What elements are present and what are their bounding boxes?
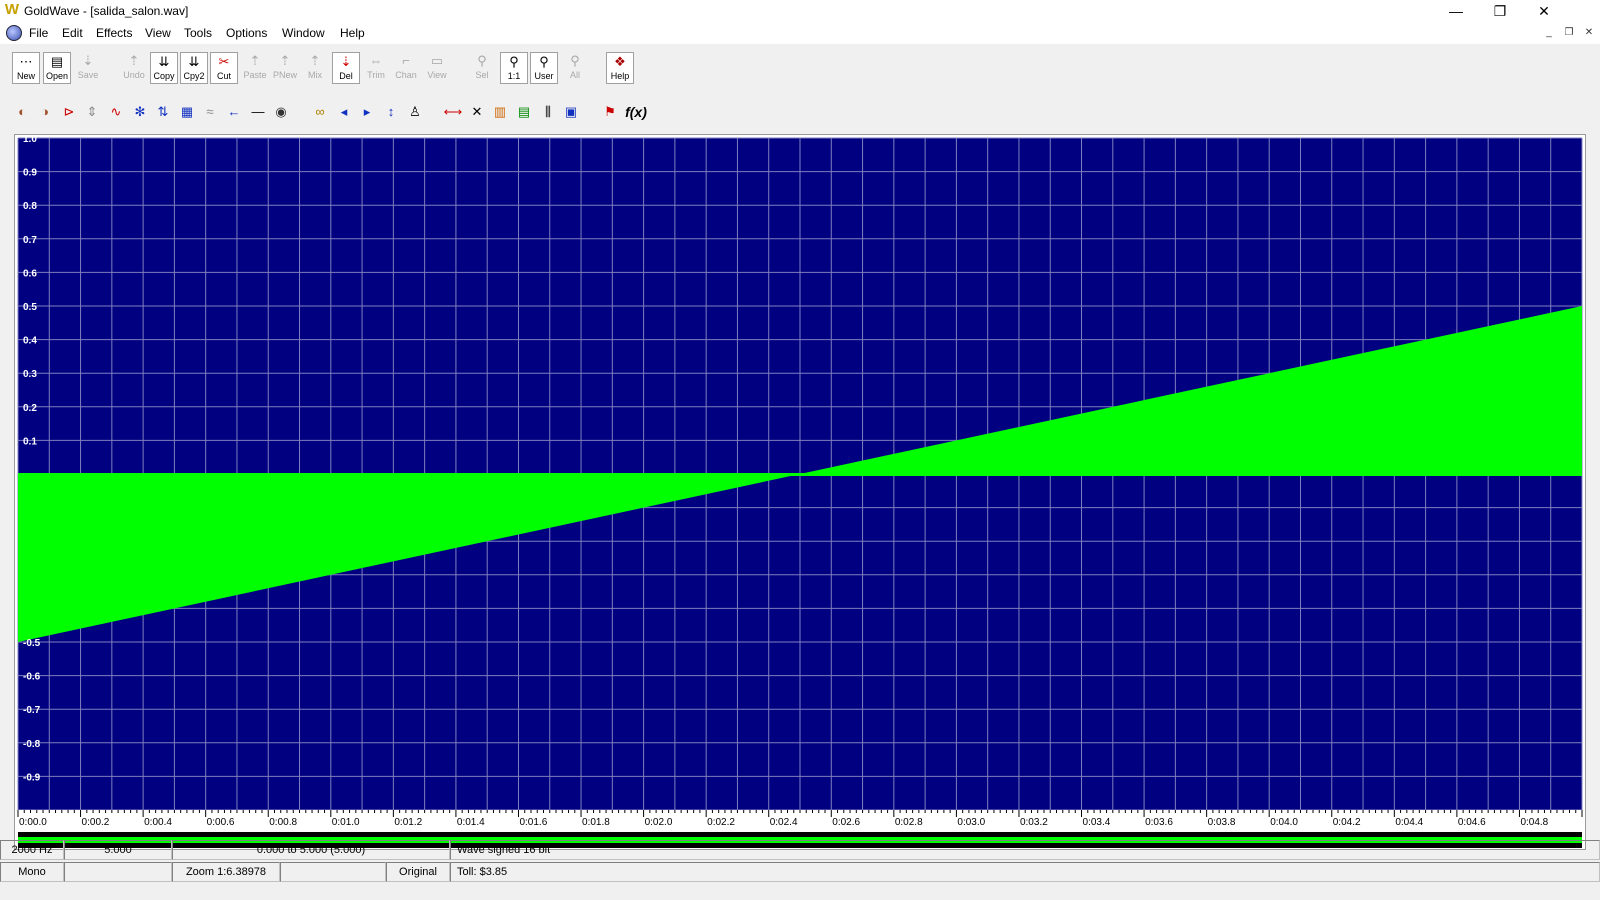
sample-rate: 2000 Hz	[0, 840, 64, 860]
filter-icon[interactable]: ⫼	[545, 104, 551, 119]
zoom-1-1-icon: ⚲	[509, 54, 519, 69]
flanger-icon[interactable]: ✕	[471, 104, 483, 119]
goldwave-logo-icon: W	[4, 1, 20, 18]
offset-icon[interactable]: ⊳	[63, 104, 75, 119]
channel-mode: Mono	[0, 862, 64, 882]
volume-icon[interactable]: ◉	[275, 104, 287, 119]
cut-button[interactable]: ✂ Cut	[210, 52, 238, 84]
zoom-user-button[interactable]: ⚲ User	[530, 52, 558, 84]
mechanize-icon[interactable]: ▦	[180, 104, 194, 119]
menu-tools[interactable]: Tools	[184, 26, 213, 40]
fade-out-icon[interactable]: ◑	[41, 104, 49, 119]
view-button[interactable]: ▭ View	[423, 52, 451, 84]
pan-right-icon[interactable]: ▸	[363, 104, 371, 119]
waveform-window	[14, 134, 1586, 850]
delete-icon: ⇣	[340, 54, 352, 69]
zoom-select-icon: ⚲	[477, 53, 487, 68]
echo-icon[interactable]: ∞	[315, 104, 325, 119]
menu-edit[interactable]: Edit	[62, 26, 83, 40]
reverse-icon[interactable]: ←	[227, 104, 241, 119]
open-icon: ▤	[50, 54, 64, 69]
menu-file[interactable]: File	[29, 26, 49, 40]
playback-rate-icon[interactable]: ♙	[409, 104, 421, 119]
main-toolbar: ⋯ New ▤ Open ⇣ Save ⇡ Undo ⇊ Copy ⇊ Cpy2 ✂ Cut …	[0, 44, 1600, 90]
trim-icon: ⇔	[369, 53, 383, 68]
file-length: 5.000	[64, 840, 172, 860]
undo-icon: ⇡	[128, 53, 140, 68]
pan-left-icon[interactable]: ◂	[340, 104, 348, 119]
mix-button[interactable]: ⇡ Mix	[301, 52, 329, 84]
zoom-all-icon: ⚲	[570, 53, 580, 68]
selection-range: 0.000 to 5.000 (5.000)	[172, 840, 450, 860]
status-bar-top: 2000 Hz 5.000 0.000 to 5.000 (5.000) Wav…	[0, 840, 1600, 862]
mdi-close-button[interactable]: ✕	[1584, 27, 1594, 38]
equalizer-icon[interactable]: ✻	[134, 104, 146, 119]
graph-icon[interactable]: ▣	[564, 104, 578, 119]
status-empty-2	[280, 862, 386, 882]
channel-icon: ⌐	[402, 53, 410, 68]
menu-options[interactable]: Options	[226, 26, 268, 40]
copy-button[interactable]: ⇊ Copy	[150, 52, 178, 84]
new-button[interactable]: ⋯ New	[12, 52, 40, 84]
zoom-1-1-button[interactable]: ⚲ 1:1	[500, 52, 528, 84]
zoom-all-button[interactable]: ⚲ All	[561, 52, 589, 84]
restore-button[interactable]: ❐	[1493, 3, 1507, 19]
close-button[interactable]: ✕	[1538, 3, 1550, 19]
zoom-user-icon: ⚲	[539, 54, 549, 69]
status-empty-1	[64, 862, 172, 882]
view-mode: Original	[386, 862, 450, 882]
marker-icon[interactable]: ⚑	[604, 104, 616, 119]
title-bar: W GoldWave - [salida_salon.wav] — ❐ ✕	[0, 0, 1600, 22]
pitch-icon[interactable]: ↕	[387, 104, 395, 119]
menu-view[interactable]: View	[145, 26, 171, 40]
invert-icon[interactable]: ⇅	[157, 104, 169, 119]
bars-icon[interactable]: ▤	[517, 104, 531, 119]
mix-icon: ⇡	[309, 53, 321, 68]
zoom-level: Zoom 1:6.38978	[172, 862, 280, 882]
view-icon: ▭	[430, 53, 444, 68]
effects-toolbar: ◐ ◑ ⊳ ⇕ ∿ ✻ ⇅ ▦ ≈ ← — ◉ ∞ ◂ ▸ ↕ ♙ ⟷ ✕ ▥ …	[0, 96, 1600, 126]
save-button[interactable]: ⇣ Save	[74, 52, 102, 84]
toll-amount: Toll: $3.85	[450, 862, 1600, 882]
compress-icon[interactable]: ⇕	[86, 104, 98, 119]
paste-icon: ⇡	[249, 53, 261, 68]
resample-icon[interactable]: ⟷	[443, 104, 463, 119]
paste-new-button[interactable]: ⇡ PNew	[272, 53, 297, 80]
paste-new-icon: ⇡	[279, 53, 291, 68]
menu-effects[interactable]: Effects	[96, 26, 133, 40]
cut-icon: ✂	[218, 54, 230, 69]
open-button[interactable]: ▤ Open	[43, 52, 71, 84]
mdi-minimize-button[interactable]: _	[1546, 27, 1552, 38]
copy-icon: ⇊	[158, 54, 170, 69]
expression-icon[interactable]: f(x)	[625, 104, 647, 120]
copy2-button[interactable]: ⇊ Cpy2	[180, 52, 208, 84]
status-bar-bottom: Mono Zoom 1:6.38978 Original Toll: $3.85	[0, 862, 1600, 884]
window-title: GoldWave - [salida_salon.wav]	[24, 4, 189, 18]
noise-reduction-icon[interactable]: ≈	[206, 104, 214, 119]
minimize-button[interactable]: —	[1449, 3, 1463, 19]
delete-button[interactable]: ⇣ Del	[332, 52, 360, 84]
mdi-restore-button[interactable]: ❐	[1564, 27, 1574, 38]
system-menu-icon[interactable]	[6, 25, 22, 41]
channel-button[interactable]: ⌐ Chan	[392, 52, 420, 84]
menu-bar: File Edit Effects View Tools Options Win…	[0, 22, 1600, 44]
spectrum-icon[interactable]: ▥	[493, 104, 507, 119]
silence-icon[interactable]: —	[251, 104, 265, 119]
copy2-icon: ⇊	[188, 54, 200, 69]
help-book-icon: ❖	[614, 54, 626, 69]
new-icon: ⋯	[19, 54, 33, 69]
paste-button[interactable]: ⇡ Paste	[241, 52, 269, 84]
fade-in-icon[interactable]: ◐	[18, 104, 26, 119]
file-format: Wave signed 16 bit	[450, 840, 1600, 860]
zoom-select-button[interactable]: ⚲ Sel	[468, 52, 496, 84]
menu-window[interactable]: Window	[282, 26, 325, 40]
trim-button[interactable]: ⇔ Trim	[362, 52, 390, 84]
undo-button[interactable]: ⇡ Undo	[120, 52, 148, 84]
help-button[interactable]: ❖ Help	[606, 52, 634, 84]
doppler-icon[interactable]: ∿	[110, 104, 122, 119]
save-icon: ⇣	[82, 53, 94, 68]
menu-help[interactable]: Help	[340, 26, 365, 40]
